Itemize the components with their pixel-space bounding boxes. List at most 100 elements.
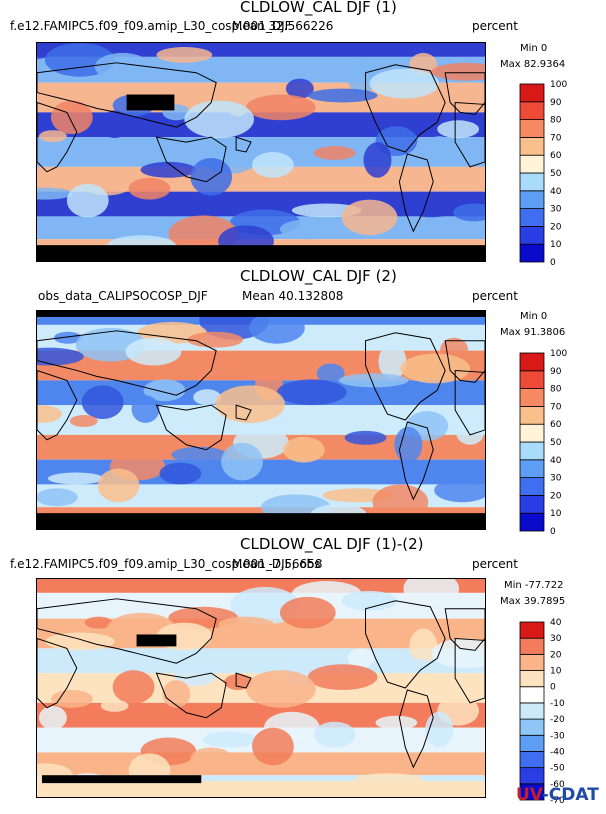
panel3-min-label: Min -77.722 [504,580,564,591]
colorbar-tick-label: 50 [550,169,562,179]
coastline [365,64,446,153]
colorbar-swatch [519,243,545,263]
colorbar-tick-label: 40 [550,456,562,466]
field-patch [190,157,233,196]
coastline [235,672,252,689]
field-patch [369,68,440,99]
coastline [398,153,434,233]
panel3-case-label: f.e12.FAMIPC5.f09_f09.amip_L30_cosp.001_… [10,557,321,571]
panel3-max-label: Max 39.7895 [500,596,566,607]
panel3-map [36,578,486,798]
colorbar-swatch [519,734,545,752]
field-patch [252,727,294,766]
colorbar-swatch [519,459,545,479]
colorbar-tick-label: 20 [550,650,562,660]
colorbar-swatch [519,718,545,736]
field-patch [434,478,485,503]
colorbar-tick-label: -60 [550,780,565,790]
colorbar-tick-label: 60 [550,420,562,430]
field-patch [403,193,460,218]
colorbar-swatch [519,512,545,532]
field-patch [313,146,356,160]
field-patch [338,373,409,388]
field-patch [187,331,244,348]
field-patch [221,442,263,481]
panel2-case-label: obs_data_CALIPSOCOSP_DJF [38,289,208,303]
colorbar-swatch [519,119,545,138]
field-patch [202,731,259,748]
field-patch [50,100,93,135]
field-patch [363,142,392,178]
field-patch [341,199,398,236]
colorbar-tick-label: 10 [550,509,562,519]
field-patch [37,187,73,200]
colorbar-tick-label: 10 [550,240,562,250]
field-patch [252,152,294,178]
colorbar-tick-label: 70 [550,133,562,143]
colorbar-tick-label: 90 [550,98,562,108]
field-patch [403,579,460,607]
field-patch [97,468,140,503]
coastline [235,136,252,153]
colorbar-tick-label: 20 [550,491,562,501]
colorbar-tick-label: -30 [550,731,565,741]
coastline [444,72,485,115]
coastline [37,369,78,441]
panel1-colorbar: 0 10 20 30 40 50 60 70 80 90 100 [519,80,567,268]
colorbar-tick-label: 30 [550,474,562,484]
field-patch [50,689,93,708]
field-patch [193,389,222,406]
uvcdat-logo: UV-CDAT [516,785,599,805]
panel2-max-label: Max 91.3806 [500,327,566,338]
colorbar-swatch [519,208,545,227]
field-patch [38,705,67,730]
colorbar-tick-label: -70 [550,796,565,806]
coastline [444,340,485,383]
coastline [454,101,485,168]
field-patch [307,88,378,103]
coastline [37,637,78,709]
colorbar-tick-label: 30 [550,634,562,644]
field-patch [171,446,228,463]
colorbar-swatch [519,172,545,192]
panel1-max-label: Max 82.9364 [500,59,566,70]
field-patch [276,379,347,406]
field-patch [394,426,423,463]
panel2-min-label: Min 0 [520,311,548,322]
colorbar-swatch [519,670,545,688]
field-patch [279,219,336,240]
field-patch [215,385,285,423]
coastline [398,421,434,501]
colorbar-swatch [519,637,545,655]
colorbar-swatch [519,154,545,174]
missing-data-strip [37,311,485,317]
field-patch [378,343,407,380]
colorbar-tick-label: 80 [550,385,562,395]
field-patch [437,120,480,139]
field-patch [156,46,213,63]
field-patch [47,472,104,485]
field-patch [190,747,233,770]
field-patch [279,596,336,629]
field-patch [174,664,217,687]
panel1-map [36,42,486,262]
field-patch [78,757,135,770]
field-patch [81,385,124,420]
panel2-colorbar: 0 10 20 30 40 50 60 70 80 90 100 [519,349,567,537]
coastline [398,689,434,769]
field-patch [285,78,314,99]
coastline [235,404,252,421]
panel1-title: CLDLOW_CAL DJF (1) [240,0,397,16]
field-patch [400,353,471,384]
coastline [454,637,485,704]
field-patch [184,100,255,139]
field-patch [307,664,378,690]
colorbar-tick-label: -50 [550,764,565,774]
field-patch [344,430,387,445]
coastline [444,608,485,651]
field-patch [341,590,398,611]
field-patch [425,136,454,160]
colorbar-swatch [519,621,545,639]
colorbar-tick-label: -20 [550,715,565,725]
field-band [37,43,485,57]
